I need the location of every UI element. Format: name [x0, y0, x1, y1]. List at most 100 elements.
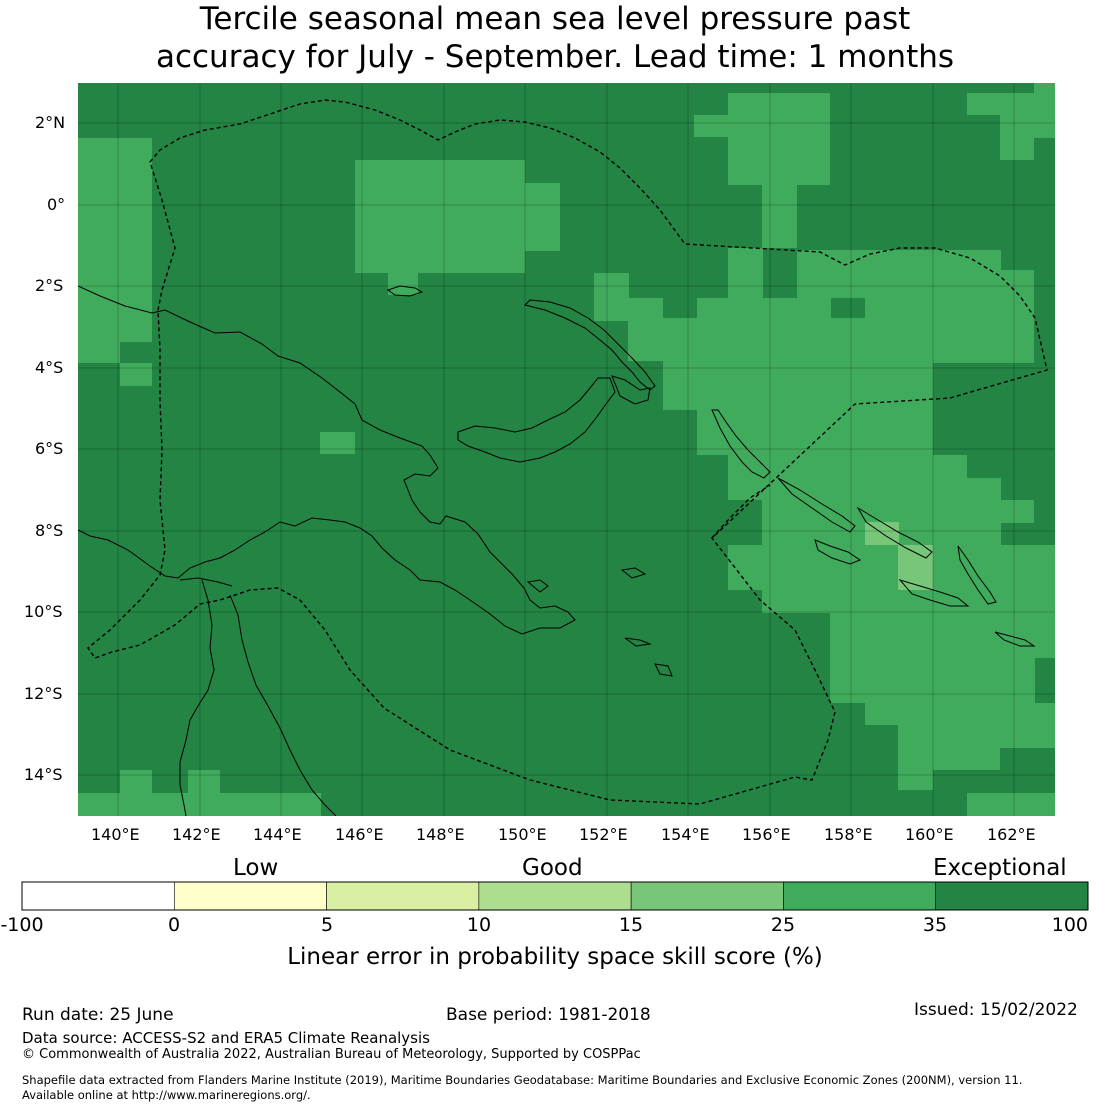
skill-cell: [388, 273, 418, 295]
lon-label: 142°E: [172, 825, 221, 844]
dentrecasteaux-coast: [526, 567, 647, 593]
colorbar-outline: [21, 881, 1089, 911]
lat-label: 12°S: [24, 684, 63, 703]
colorbar-tick: -100: [0, 914, 44, 936]
huon-coast: [457, 377, 616, 463]
skill-cell: [830, 658, 1035, 703]
skill-cell: [830, 613, 1055, 658]
skill-cell: [967, 793, 1055, 816]
colorbar-title: Linear error in probability space skill …: [287, 944, 823, 970]
graticule: [78, 83, 1055, 816]
lat-label: 8°S: [35, 521, 64, 540]
colorbar-tick: 5: [320, 914, 334, 936]
cape-york-coast: [179, 579, 215, 816]
colorbar-segment: [173, 881, 327, 911]
skill-cell: [120, 286, 152, 342]
skill-cell: [594, 273, 629, 321]
skill-cell: [728, 93, 830, 185]
lat-label: 0°: [47, 195, 66, 214]
skill-cell: [898, 770, 933, 790]
chart-title: Tercile seasonal mean sea level pressure…: [0, 0, 1110, 76]
skill-cell: [933, 455, 967, 500]
skill-cell: [865, 703, 1055, 725]
colorbar-label-good: Good: [522, 855, 583, 881]
makira-coast: [994, 631, 1036, 647]
new-ireland-coast: [524, 299, 656, 391]
lon-label: 146°E: [335, 825, 384, 844]
malaita-coast: [957, 545, 997, 605]
new-guinea-coast: [78, 285, 576, 635]
skill-cell: [898, 725, 1000, 770]
lon-label: 144°E: [253, 825, 302, 844]
lat-label: 2°N: [35, 113, 66, 132]
colorbar-tick: 10: [466, 914, 492, 936]
skill-cell: [1000, 500, 1034, 523]
copyright: © Commonwealth of Australia 2022, Austra…: [22, 1047, 641, 1062]
skill-cell: [967, 478, 1001, 500]
lon-label: 150°E: [498, 825, 547, 844]
lon-label: 158°E: [824, 825, 873, 844]
queensland-coast: [229, 594, 337, 816]
issued-date: Issued: 15/02/2022: [914, 1000, 1078, 1020]
colorbar-tick: 15: [618, 914, 644, 936]
choiseul-coast: [777, 477, 856, 533]
manus-coast: [386, 285, 424, 297]
title-line-1: Tercile seasonal mean sea level pressure…: [199, 1, 911, 37]
skill-cell: [697, 410, 933, 455]
lon-label: 140°E: [91, 825, 140, 844]
lon-label: 156°E: [742, 825, 791, 844]
colorbar-tick: 100: [1051, 914, 1088, 936]
data-source: Data source: ACCESS-S2 and ERA5 Climate …: [22, 1029, 430, 1047]
lon-label: 148°E: [416, 825, 465, 844]
skill-cell: [1000, 115, 1034, 160]
lat-label: 2°S: [35, 276, 64, 295]
skill-cell: [1034, 83, 1055, 138]
lon-label: 152°E: [579, 825, 628, 844]
colorbar-label-low: Low: [233, 855, 279, 881]
colorbar-segment: [326, 881, 480, 911]
new-britain-coast: [611, 375, 651, 405]
skill-cell: [967, 93, 1034, 115]
colorbar-segment: [783, 881, 937, 911]
shapefile-url: Available online at http://www.marinereg…: [22, 1088, 311, 1102]
lat-label: 4°S: [35, 358, 64, 377]
louisiade-coast: [624, 637, 673, 677]
lon-label: 162°E: [987, 825, 1036, 844]
colorbar-tick: 25: [770, 914, 796, 936]
skill-cell: [1000, 725, 1055, 748]
skill-cell: [797, 250, 865, 298]
shapefile-credit: Shapefile data extracted from Flanders M…: [22, 1073, 1023, 1087]
skill-cell: [355, 160, 525, 273]
skill-cell: [120, 363, 152, 386]
new-georgia-coast: [814, 539, 862, 565]
skill-cell: [78, 138, 152, 286]
run-date: Run date: 25 June: [22, 1005, 174, 1025]
skill-field: [78, 83, 1055, 816]
torres-strait: [179, 577, 233, 587]
colorbar-tick: 35: [922, 914, 948, 936]
isabel-coast: [856, 506, 933, 559]
skill-cell: [697, 298, 831, 328]
skill-cell: [188, 770, 220, 793]
colorbar-label-exceptional: Exceptional: [933, 855, 1067, 881]
bougainville-coast: [711, 409, 771, 479]
skill-cell: [728, 545, 1055, 590]
colorbar-segment: [478, 881, 632, 911]
lat-label: 10°S: [24, 602, 63, 621]
colorbar-tick: 0: [167, 914, 181, 936]
skill-cell: [728, 248, 763, 298]
skill-cell: [865, 250, 1001, 318]
base-period: Base period: 1981-2018: [446, 1005, 651, 1025]
lat-label: 14°S: [24, 765, 63, 784]
colorbar-segment: [935, 881, 1089, 911]
guadalcanal-coast: [898, 579, 970, 607]
skill-cell: [120, 770, 152, 793]
skill-cell: [933, 318, 1000, 363]
skill-cell: [78, 286, 120, 363]
lon-label: 154°E: [661, 825, 710, 844]
lon-label: 160°E: [905, 825, 954, 844]
coastlines: [78, 285, 1036, 816]
skill-cell: [628, 298, 663, 361]
colorbar-segment: [630, 881, 784, 911]
